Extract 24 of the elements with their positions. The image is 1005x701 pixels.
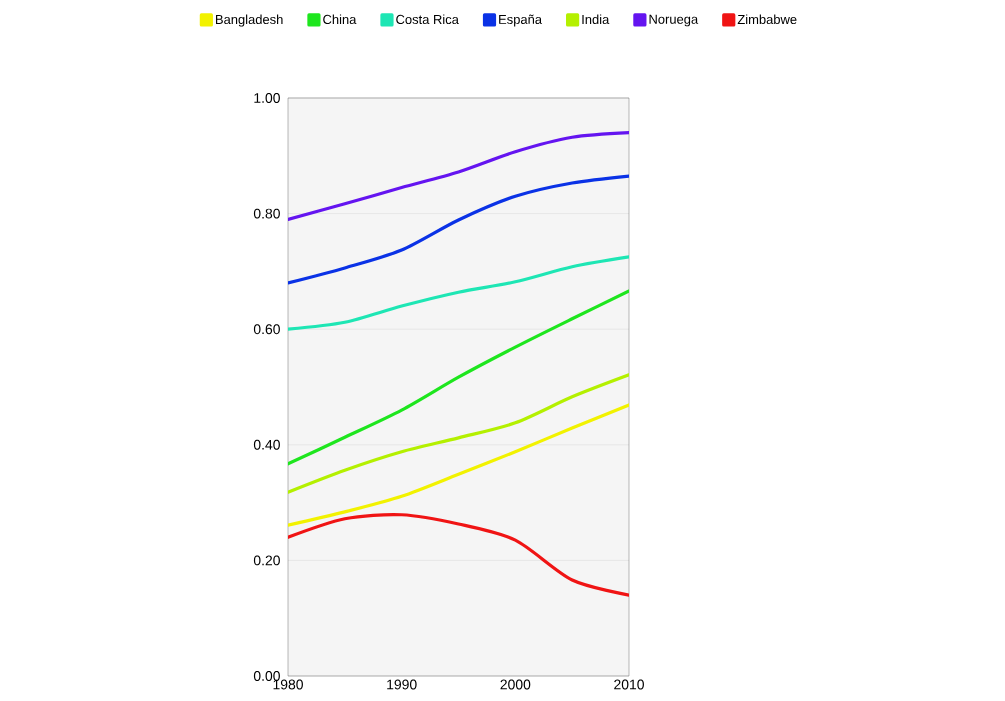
x-tick-label: 1980 (273, 679, 303, 690)
x-tick-label: 1990 (387, 679, 417, 690)
line-series (288, 174, 629, 285)
line-series (288, 373, 629, 494)
x-tick-label: 2010 (614, 679, 644, 690)
line-series (288, 403, 629, 527)
legend-label: China (323, 14, 357, 25)
y-tick-label: 0.40 (253, 439, 280, 450)
x-tick-label: 2000 (500, 679, 531, 690)
legend-label: Costa Rica (396, 14, 459, 25)
line-series (288, 255, 629, 331)
line-series (288, 512, 629, 597)
y-tick-label: 0.00 (253, 671, 280, 681)
line-series (288, 289, 629, 466)
legend-label: Bangladesh (216, 14, 283, 27)
y-tick-label: 0.60 (253, 324, 280, 335)
line-series (288, 131, 629, 221)
legend-label: Zimbabwe (737, 14, 797, 25)
legend-label: India (582, 14, 610, 25)
y-tick-label: 1.00 (254, 93, 280, 103)
legend-label: España (499, 14, 543, 27)
legend-label: Noruega (649, 14, 699, 27)
y-tick-label: 0.20 (253, 555, 280, 566)
y-tick-label: 0.80 (253, 208, 280, 219)
